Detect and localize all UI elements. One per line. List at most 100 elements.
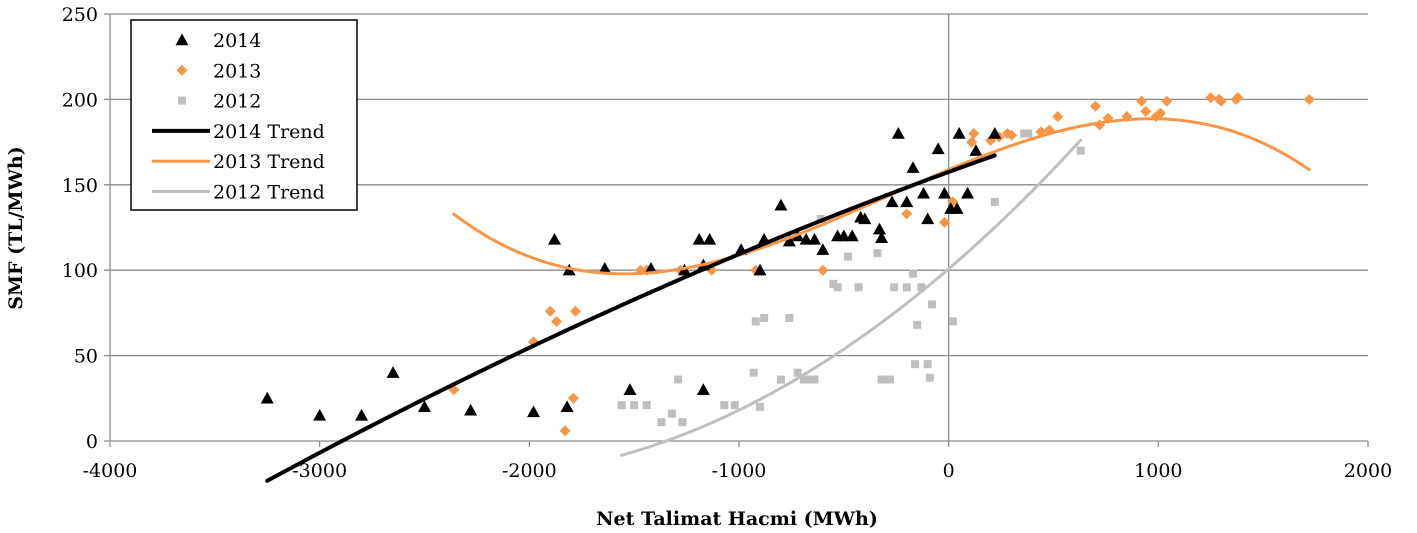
- data-point-2012: [642, 401, 651, 410]
- data-point-2014: [799, 232, 813, 245]
- y-tick-label: 150: [62, 175, 98, 197]
- data-point-2012: [751, 317, 760, 326]
- data-point-2014: [313, 408, 327, 421]
- data-point-2012: [755, 402, 764, 411]
- data-point-2014: [774, 198, 788, 211]
- data-point-2014: [560, 400, 574, 413]
- data-point-2014: [961, 186, 975, 199]
- legend-label-trend: 2013 Trend: [213, 151, 325, 173]
- x-axis-ticks: -4000 -3000 -2000 -1000 0 1000 2000: [83, 441, 1392, 482]
- x-tick-label: -3000: [292, 460, 347, 482]
- data-point-2013: [1140, 105, 1152, 117]
- data-point-2012: [749, 368, 758, 377]
- y-tick-label: 200: [62, 89, 98, 111]
- data-point-2013: [1089, 100, 1101, 112]
- legend-label-2012: 2012: [213, 91, 261, 113]
- x-tick-label: 1000: [1134, 460, 1182, 482]
- data-point-2012: [902, 283, 911, 292]
- data-point-2013: [1303, 93, 1315, 105]
- data-point-2014: [386, 366, 400, 378]
- data-point-2014: [547, 232, 561, 245]
- data-point-2012: [927, 300, 936, 309]
- data-point-2014: [355, 408, 369, 421]
- data-point-2014: [969, 144, 983, 156]
- data-point-2014: [988, 127, 1002, 139]
- data-point-2012: [829, 279, 838, 288]
- data-point-2014: [696, 383, 710, 395]
- data-point-2014: [952, 127, 966, 139]
- legend-box: [130, 19, 358, 211]
- data-point-2013: [1154, 107, 1166, 119]
- data-point-2013: [1232, 92, 1244, 104]
- data-point-2014: [418, 400, 431, 413]
- data-point-2012: [854, 283, 863, 292]
- x-tick-label: -2000: [502, 460, 557, 482]
- trend-line-2014: [265, 153, 997, 483]
- data-point-2014: [906, 161, 920, 173]
- data-point-2013: [901, 208, 913, 220]
- series-2014: [260, 127, 1002, 421]
- data-point-2013: [544, 305, 556, 317]
- data-point-2012: [917, 283, 926, 292]
- data-point-2012: [630, 401, 639, 410]
- data-point-2014: [885, 195, 899, 208]
- y-axis-ticks: 0 50 100 150 200 250: [62, 4, 110, 453]
- legend: 2014 2013 2012 2014 Trend 2013 Trend 2012 Tre…: [130, 19, 358, 211]
- data-point-2014: [753, 263, 767, 276]
- data-point-2013: [559, 425, 571, 437]
- legend-label-2014: 2014: [213, 30, 261, 52]
- series-2013: [448, 92, 1315, 437]
- data-point-2014: [464, 403, 478, 416]
- data-point-2012: [760, 314, 769, 323]
- data-point-2014: [858, 212, 872, 225]
- data-point-2012: [877, 375, 886, 384]
- data-point-2012: [776, 375, 785, 384]
- data-point-2014: [837, 229, 851, 242]
- data-point-2012: [785, 314, 794, 323]
- data-point-2014: [937, 186, 951, 199]
- data-point-2013: [1215, 95, 1227, 107]
- data-point-2012: [885, 375, 894, 384]
- data-point-2012: [730, 401, 739, 410]
- data-point-2012: [890, 283, 899, 292]
- data-point-2014: [900, 195, 914, 208]
- data-point-2012: [804, 375, 813, 384]
- y-tick-label: 100: [62, 260, 98, 282]
- data-point-2012: [1024, 129, 1033, 138]
- data-point-2012: [657, 418, 666, 427]
- trend-lines: [265, 117, 1311, 483]
- data-point-2013: [569, 305, 581, 317]
- legend-marker-2013: [176, 64, 188, 76]
- data-point-2012: [678, 418, 687, 427]
- data-point-2012: [810, 375, 819, 384]
- y-tick-label: 0: [86, 431, 98, 453]
- data-point-2013: [1006, 129, 1018, 141]
- x-axis-title: Net Talimat Hacmi (MWh): [596, 508, 878, 530]
- data-point-2012: [617, 401, 626, 410]
- x-tick-label: 2000: [1344, 460, 1392, 482]
- trend-line-2012: [620, 138, 1083, 457]
- data-point-2012: [909, 269, 918, 278]
- data-point-2014: [816, 243, 830, 255]
- data-point-2014: [917, 186, 931, 199]
- data-point-2014: [598, 261, 612, 274]
- data-point-2012: [881, 375, 890, 384]
- data-point-2012: [720, 401, 729, 410]
- y-tick-label: 50: [74, 346, 98, 368]
- data-point-2014: [527, 405, 541, 418]
- data-point-2012: [873, 249, 882, 258]
- data-point-2014: [260, 391, 274, 404]
- data-point-2012: [667, 409, 676, 418]
- data-point-2012: [925, 373, 934, 382]
- data-point-2012: [674, 375, 683, 384]
- data-point-2013: [1052, 110, 1064, 122]
- data-point-2014: [692, 232, 706, 245]
- legend-marker-2012: [178, 96, 186, 105]
- data-point-2012: [948, 317, 957, 326]
- data-point-2013: [551, 315, 563, 327]
- legend-label-trend: 2014 Trend: [213, 121, 325, 143]
- data-point-2012: [913, 320, 922, 329]
- data-point-2012: [833, 283, 842, 292]
- data-point-2014: [891, 127, 905, 139]
